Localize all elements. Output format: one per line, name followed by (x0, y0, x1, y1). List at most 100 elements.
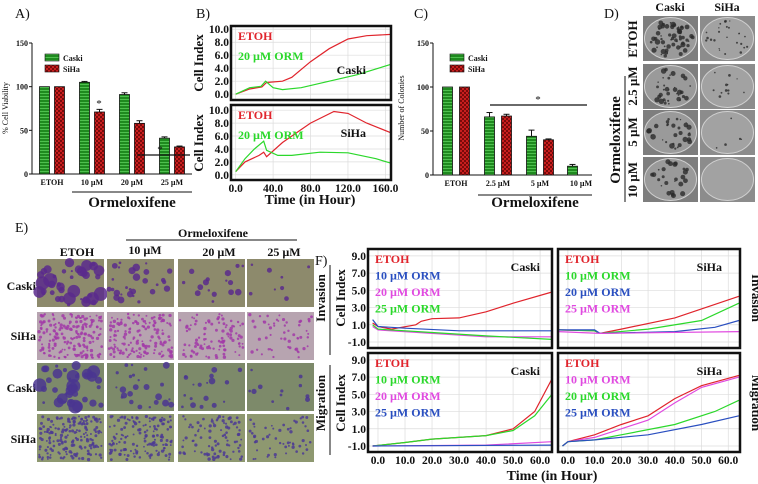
colony-dot (672, 87, 678, 92)
stained-cell (74, 374, 80, 379)
colony-dot (683, 76, 688, 81)
f-migration-caski-y-tick-label: 3.0 (352, 407, 367, 419)
stained-cell (191, 316, 194, 319)
stained-cell (124, 363, 129, 367)
stained-cell (100, 315, 103, 318)
colony-plate-image (700, 157, 755, 202)
stained-cell (169, 440, 172, 443)
stained-cell (53, 343, 57, 347)
stained-cell (222, 451, 226, 455)
stained-cell (178, 451, 182, 455)
stained-cell (228, 444, 231, 447)
colony-dot (725, 25, 728, 28)
transwell-micrograph (247, 363, 314, 411)
stained-cell (287, 339, 291, 343)
stained-cell (227, 426, 231, 430)
stained-cell (168, 456, 171, 459)
stained-cell (222, 322, 226, 326)
stained-cell (182, 352, 186, 357)
micrograph-background (178, 363, 245, 411)
stained-cell (148, 442, 152, 446)
stained-cell (159, 418, 163, 422)
stained-cell (142, 424, 145, 427)
stained-cell (113, 333, 116, 336)
stained-cell (208, 424, 212, 428)
b-caski-plot-frame (229, 24, 393, 102)
stained-cell (161, 318, 166, 323)
c-bar-caski (484, 116, 495, 176)
f-migration-caski-line-chart: ETOH 10 µM ORM 20 µM ORM 25 µM ORM Caski -1.0… (348, 351, 554, 467)
stained-cell (168, 401, 175, 408)
stained-cell (72, 419, 76, 424)
stained-cell (148, 454, 152, 458)
stained-cell (80, 417, 83, 421)
stained-cell (170, 353, 174, 357)
stained-cell (284, 296, 289, 301)
b-caski-y-tick-label: 4.0 (215, 63, 230, 75)
stained-cell (46, 452, 49, 455)
stained-cell (108, 425, 111, 428)
stained-cell (81, 368, 93, 380)
stained-cell (92, 330, 96, 334)
colony-dot (651, 172, 657, 178)
stained-cell (47, 346, 51, 349)
stained-cell (169, 444, 172, 447)
stained-cell (118, 261, 122, 265)
stained-cell (116, 418, 121, 422)
stained-cell (146, 443, 149, 446)
stained-cell (72, 347, 76, 352)
stained-cell (122, 335, 126, 339)
stained-cell (143, 445, 145, 448)
stained-cell (92, 445, 96, 449)
stained-cell (189, 397, 193, 401)
f-invasion-caski-y-tick-label: 3.0 (352, 303, 367, 315)
colony-dot (680, 25, 684, 29)
stained-cell (110, 287, 115, 292)
colony-dot (664, 180, 669, 185)
stained-cell (124, 435, 127, 439)
colony-dot (706, 36, 709, 40)
colony-dot (682, 136, 688, 143)
f-invasion-caski-legend-label: 20 µM ORM (375, 285, 441, 299)
f-invasion-caski-series-line (372, 291, 553, 330)
stained-cell (131, 425, 135, 428)
stained-cell (63, 340, 67, 344)
colony-dot (677, 143, 682, 148)
stained-cell (60, 332, 64, 336)
stained-cell (225, 279, 228, 282)
stained-cell (94, 434, 98, 438)
stained-cell (285, 452, 288, 455)
b-siha-plot-bg (231, 105, 391, 180)
stained-cell (153, 348, 156, 352)
colony-dot (681, 95, 686, 99)
b-siha-y-tick-label: 10.0 (209, 105, 229, 117)
stained-cell (184, 418, 187, 421)
stained-cell (235, 263, 240, 268)
stained-cell (157, 335, 160, 339)
stained-cell (119, 386, 127, 393)
stained-cell (248, 313, 252, 317)
colony-dot (718, 27, 720, 29)
stained-cell (91, 262, 96, 267)
stained-cell (248, 389, 251, 393)
stained-cell (207, 453, 211, 457)
stained-cell (54, 296, 61, 303)
stained-cell (73, 431, 77, 434)
f-migration-caski-legend-label: 10 µM ORM (375, 373, 441, 387)
stained-cell (221, 419, 225, 423)
b-caski-cell-line-title: Caski (337, 63, 367, 77)
a-y-tick-label: 100 (16, 83, 28, 92)
stained-cell (203, 343, 206, 346)
stained-cell (153, 315, 156, 319)
stained-cell (53, 330, 57, 333)
stained-cell (248, 429, 252, 433)
colony-dot (685, 38, 689, 42)
stained-cell (138, 456, 142, 459)
colony-dot (727, 92, 730, 95)
stained-cell (80, 331, 84, 335)
stained-cell (212, 457, 216, 462)
a-bar-caski (119, 94, 130, 175)
stained-cell (126, 454, 130, 458)
stained-cell (49, 323, 53, 327)
stained-cell (77, 353, 81, 357)
